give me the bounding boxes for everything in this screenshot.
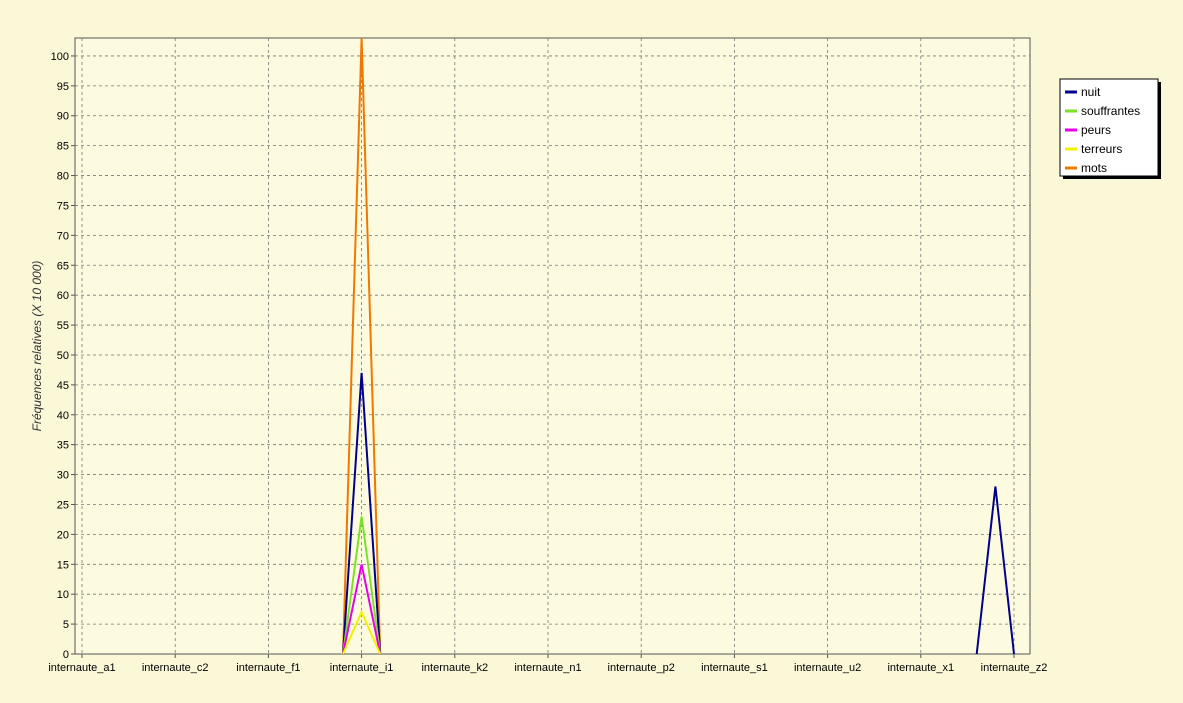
x-tick-label: internaute_f1 — [236, 662, 300, 674]
x-tick-label: internaute_z2 — [981, 662, 1048, 674]
x-tick-label: internaute_s1 — [701, 662, 768, 674]
legend-items: nuit souffrantes peurs terreurs mots — [1065, 85, 1140, 175]
y-tick-label: 5 — [63, 619, 69, 631]
x-tick-label: internaute_p2 — [608, 662, 675, 674]
x-tick-label: internaute_k2 — [421, 662, 488, 674]
y-tick-label: 25 — [57, 499, 69, 511]
legend-label-peurs: peurs — [1081, 123, 1111, 137]
x-tick-label: internaute_i1 — [330, 662, 394, 674]
y-tick-label: 0 — [63, 649, 69, 661]
x-tick-label: internaute_n1 — [514, 662, 581, 674]
legend-label-mots: mots — [1081, 161, 1107, 175]
series-line-mots — [342, 38, 382, 654]
y-axis-label: Fréquences relatives (X 10 000) — [30, 261, 44, 432]
series-line-peurs — [342, 564, 382, 654]
grid-lines — [75, 38, 1030, 654]
y-tick-label: 80 — [57, 171, 69, 183]
y-tick-label: 95 — [57, 81, 69, 93]
legend-label-souffrantes: souffrantes — [1081, 104, 1140, 118]
y-tick-label: 55 — [57, 320, 69, 332]
x-tick-label: internaute_a1 — [48, 662, 115, 674]
y-tick-label: 60 — [57, 290, 69, 302]
series-line-nuit — [342, 372, 382, 654]
x-tick-label: internaute_u2 — [794, 662, 861, 674]
y-tick-label: 30 — [57, 470, 69, 482]
legend-label-nuit: nuit — [1081, 85, 1101, 99]
series-line-nuit — [975, 486, 1015, 654]
y-tick-label: 40 — [57, 410, 69, 422]
y-tick-label: 45 — [57, 380, 69, 392]
y-tick-label: 10 — [57, 589, 69, 601]
y-tick-label: 15 — [57, 559, 69, 571]
y-tick-label: 35 — [57, 440, 69, 452]
legend-label-terreurs: terreurs — [1081, 142, 1122, 156]
series-line-souffrantes — [342, 516, 382, 654]
y-tick-label: 100 — [51, 51, 69, 63]
legend-box — [1059, 78, 1159, 177]
y-tick-label: 85 — [57, 141, 69, 153]
y-axis-ticks: 0 5 10 15 20 25 30 35 40 45 50 55 60 65 70 75 80 85 90 95 10… — [51, 51, 75, 661]
y-tick-label: 75 — [57, 200, 69, 212]
y-tick-label: 90 — [57, 111, 69, 123]
plot-area — [74, 37, 1031, 655]
x-tick-label: internaute_c2 — [142, 662, 209, 674]
series-line-terreurs — [342, 609, 382, 654]
y-tick-label: 65 — [57, 260, 69, 272]
x-tick-label: internaute_x1 — [887, 662, 954, 674]
y-tick-label: 20 — [57, 529, 69, 541]
legend: nuit souffrantes peurs terreurs mots — [1059, 78, 1161, 179]
y-tick-label: 70 — [57, 230, 69, 242]
y-tick-label: 50 — [57, 350, 69, 362]
x-axis-ticks: internaute_a1 internaute_c2 internaute_f1 i… — [48, 654, 1047, 674]
series-lines — [342, 38, 1015, 654]
